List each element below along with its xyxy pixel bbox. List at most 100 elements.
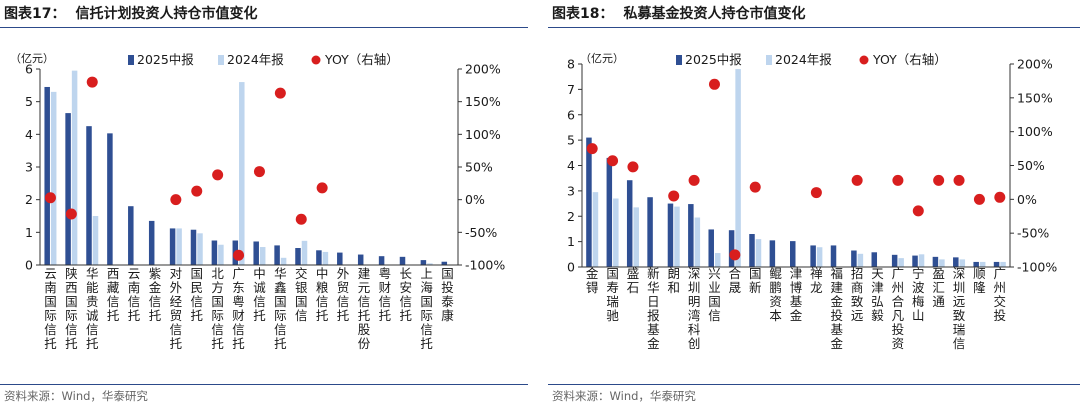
bar-2025	[606, 157, 613, 267]
category-label-char: 寿	[606, 280, 619, 295]
bar-2025	[65, 113, 71, 265]
category-label-char: 银	[295, 280, 308, 295]
category-label-char: 际	[65, 308, 78, 323]
category-label-char: 方	[211, 280, 224, 295]
bar-2025	[274, 245, 280, 265]
category-label-char: 鹏	[769, 280, 782, 295]
figure-label: 图表17：	[4, 6, 66, 22]
category-label-char: 托	[358, 308, 371, 323]
category-label-char: 北	[211, 266, 224, 281]
category-label-char: 致	[953, 308, 966, 323]
category-label-char: 经	[170, 294, 183, 309]
yoy-point	[729, 249, 741, 261]
bar-2025	[148, 220, 155, 265]
y-tick-label: 4	[25, 127, 33, 142]
y2-tick-label: 200%	[465, 62, 501, 77]
category-label-char: 湾	[688, 308, 701, 323]
category-label-char: 信	[337, 294, 350, 309]
category-label-char: 金	[831, 294, 844, 309]
category-label-char: 瑞	[953, 322, 966, 337]
y2-tick-label: -100%	[465, 258, 505, 273]
y-tick-label: 2	[567, 209, 575, 224]
category-label-char: 朗	[667, 266, 680, 281]
category-label-char: 交	[994, 294, 1007, 309]
bar-2025	[626, 180, 633, 267]
yoy-point	[170, 194, 182, 206]
category-label-char: 粤	[379, 266, 392, 281]
bar-2024	[259, 247, 266, 265]
category-label-char: 托	[420, 336, 433, 351]
category-label-char: 托	[211, 336, 224, 351]
category-label-char: 建	[831, 280, 844, 295]
category-label-char: 基	[790, 294, 803, 309]
bar-2025	[378, 256, 385, 265]
category-label-char: 晟	[729, 280, 742, 295]
category-label-char: 石	[627, 280, 640, 295]
category-label-char: 托	[253, 308, 266, 323]
category-label-char: 信	[128, 294, 141, 309]
category-label-char: 信	[316, 294, 329, 309]
bar-2024	[857, 253, 864, 267]
yoy-point	[253, 166, 265, 178]
category-label-char: 际	[211, 308, 224, 323]
category-label-char: 基	[831, 322, 844, 337]
yoy-point	[295, 213, 307, 225]
yoy-point	[65, 208, 77, 220]
y2-tick-label: -50%	[1017, 226, 1049, 241]
y-tick-label: 8	[567, 57, 575, 72]
yoy-point	[191, 185, 203, 197]
y-tick-label: 6	[25, 62, 33, 77]
category-label-char: 民	[190, 280, 203, 295]
category-label-char: 山	[912, 308, 925, 323]
category-label-char: 业	[708, 280, 721, 295]
category-label-char: 梅	[912, 294, 925, 309]
bar-2025	[107, 133, 113, 265]
yoy-point	[668, 190, 680, 202]
category-label-char: 金	[790, 308, 803, 323]
y2-tick-label: 50%	[465, 160, 493, 175]
category-label-char: 康	[441, 308, 454, 323]
category-label-char: 外	[337, 266, 350, 281]
category-label-char: 国	[749, 266, 762, 281]
y2-tick-label: -100%	[1017, 260, 1057, 275]
y-tick-label: 0	[25, 258, 33, 273]
bar-2025	[128, 206, 134, 265]
bar-2024	[239, 82, 245, 265]
category-label-char: 宁	[912, 266, 925, 281]
bar-2024	[71, 70, 78, 265]
category-label-char: 博	[790, 280, 803, 295]
category-label-char: 投	[831, 308, 844, 323]
bar-2025	[973, 261, 979, 267]
bar-2024	[898, 258, 904, 267]
y2-tick-label: 150%	[1017, 90, 1053, 105]
legend-swatch-2025	[676, 55, 682, 65]
yoy-point	[586, 143, 598, 155]
category-label-char: 州	[892, 280, 905, 295]
category-label-char: 对	[170, 266, 183, 281]
category-label-char: 托	[274, 336, 287, 351]
bar-2025	[932, 256, 939, 267]
yoy-point	[44, 192, 56, 204]
bar-2024	[218, 244, 224, 265]
category-label-char: 托	[128, 308, 141, 323]
category-label-char: 远	[851, 308, 864, 323]
category-label-char: 际	[44, 308, 57, 323]
category-label-char: 国	[295, 294, 308, 309]
category-label-char: 信	[232, 322, 245, 337]
bar-2024	[613, 198, 619, 267]
category-label-char: 海	[420, 280, 433, 295]
category-label-char: 托	[379, 308, 392, 323]
bar-2024	[694, 217, 701, 267]
y-tick-label: 1	[567, 234, 575, 249]
bar-2024	[1000, 261, 1006, 267]
category-label-char: 鲲	[769, 266, 782, 281]
legend-label-2024: 2024年报	[775, 52, 832, 67]
y-tick-label: 4	[567, 158, 575, 173]
category-label-char: 紫	[149, 266, 162, 281]
bar-2025	[316, 250, 322, 265]
category-label-char: 波	[912, 280, 925, 295]
chart-panel-left: 图表17： 信托计划投资人持仓市值变化 （亿元） 2025中报 2024年报 YOY（右…	[0, 0, 528, 411]
top-rule	[548, 27, 1080, 28]
y2-tick-label: 100%	[1017, 124, 1053, 139]
category-label-char: 诚	[253, 280, 266, 295]
